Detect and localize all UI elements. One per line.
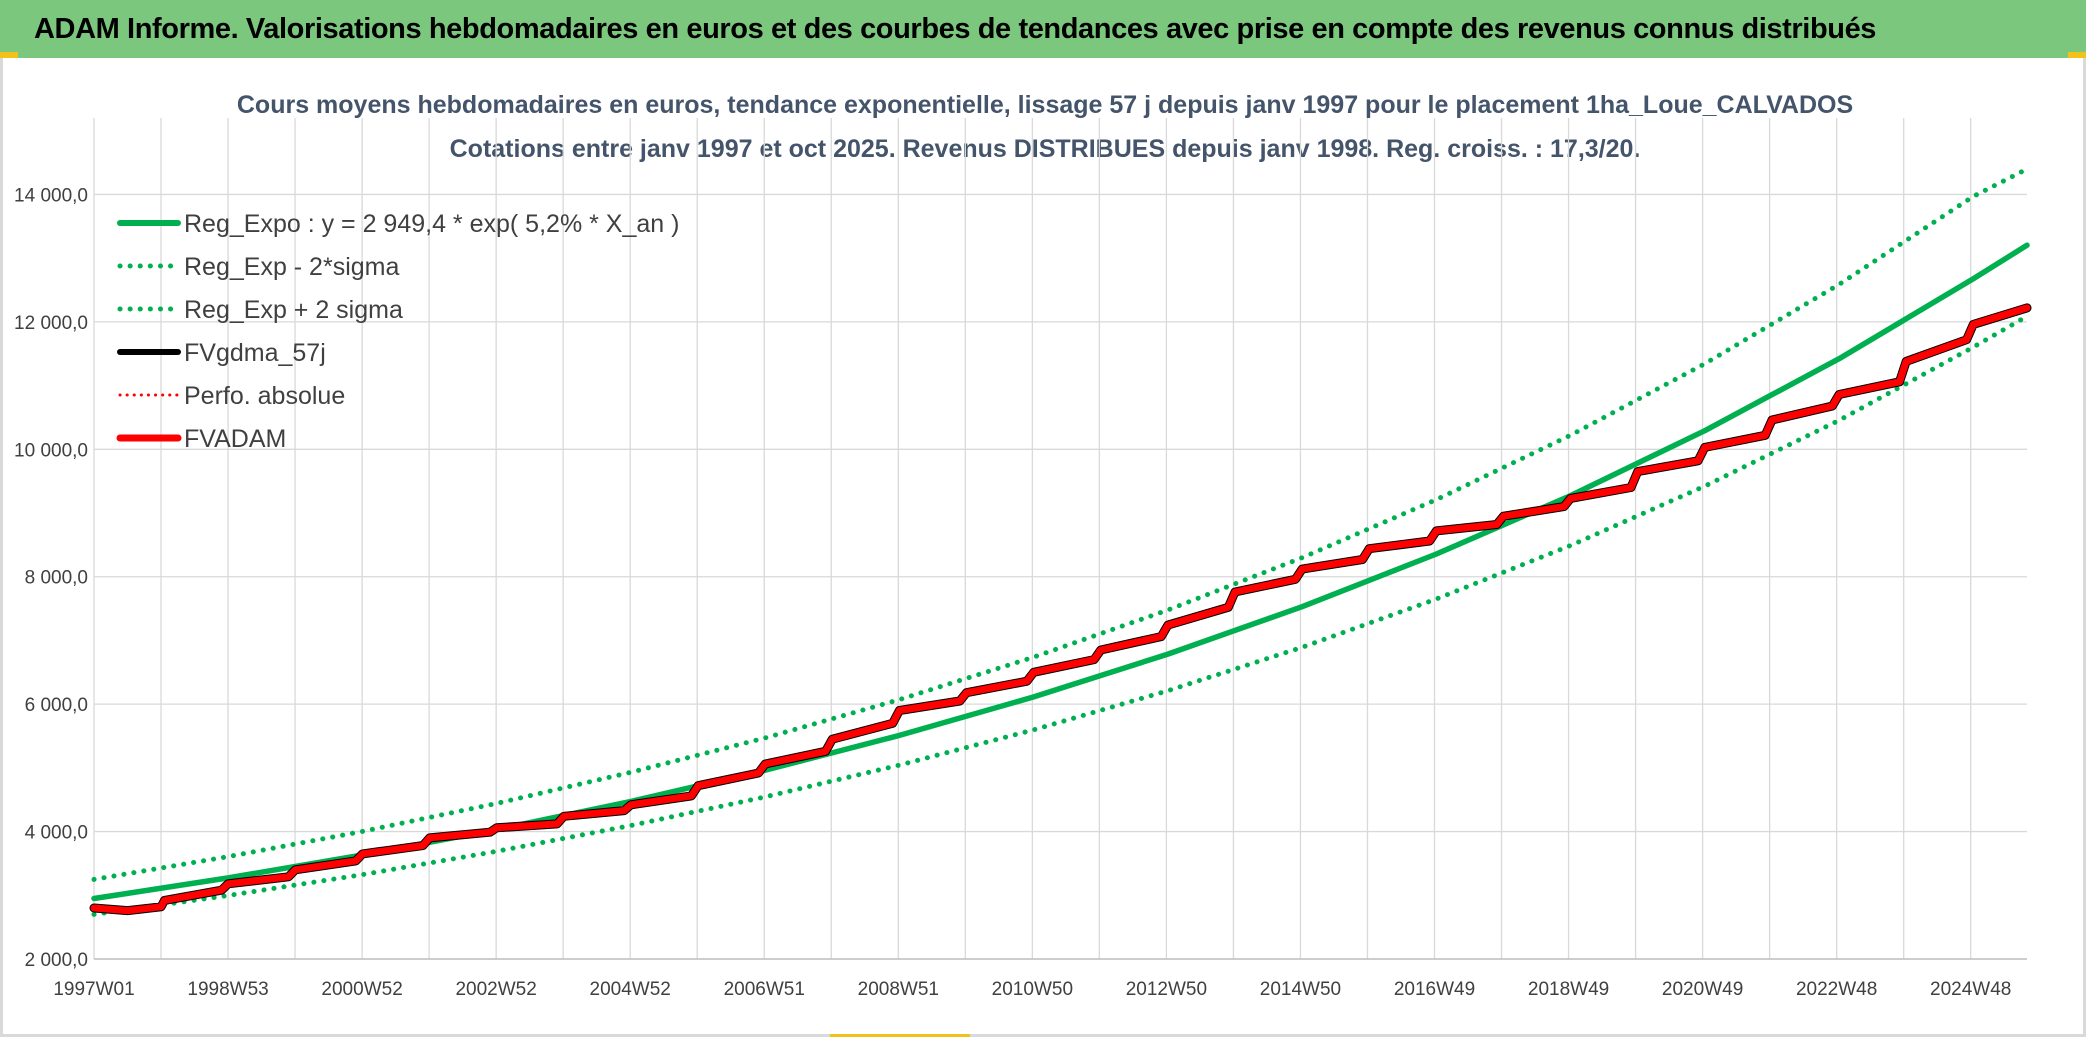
chart-frame xyxy=(0,58,2086,1037)
grid xyxy=(93,118,2027,960)
legend: Reg_Expo : y = 2 949,4 * exp( 5,2% * X_a… xyxy=(116,210,679,453)
x-tick-label: 2010W50 xyxy=(992,979,1073,1000)
y-tick-label: 4 000,0 xyxy=(25,823,88,844)
legend-label: FVgdma_57j xyxy=(184,339,326,367)
x-tick-label: 2008W51 xyxy=(858,979,939,1000)
y-tick-label: 8 000,0 xyxy=(25,568,88,589)
x-tick-label: 2004W52 xyxy=(590,979,671,1000)
x-tick-label: 2000W52 xyxy=(321,979,402,1000)
x-tick-label: 2022W48 xyxy=(1796,979,1877,1000)
legend-label: Perfo. absolue xyxy=(184,382,345,410)
legend-label: Reg_Exp + 2 sigma xyxy=(184,296,403,324)
y-tick-label: 2 000,0 xyxy=(25,950,88,971)
legend-label: FVADAM xyxy=(184,425,286,453)
chart-title: Cours moyens hebdomadaires en euros, ten… xyxy=(237,91,1853,119)
bottom-accent xyxy=(830,1034,970,1037)
x-tick-label: 2020W49 xyxy=(1662,979,1743,1000)
legend-label: Reg_Exp - 2*sigma xyxy=(184,253,399,281)
plot-area xyxy=(89,166,2032,917)
header-banner: ADAM Informe. Valorisations hebdomadaire… xyxy=(0,0,2086,58)
y-axis: 2 000,0 4 000,0 6 000,0 8 000,0 10 000,0 12 0… xyxy=(14,185,88,971)
x-tick-label: 2014W50 xyxy=(1260,979,1341,1000)
y-tick-label: 10 000,0 xyxy=(14,440,88,461)
series-line xyxy=(92,306,2029,913)
corner-accent-right xyxy=(2068,52,2086,58)
series-line xyxy=(91,313,2030,917)
y-tick-label: 14 000,0 xyxy=(14,185,88,206)
x-tick-label: 1997W01 xyxy=(53,979,134,1000)
series-line xyxy=(90,304,2031,915)
x-axis: 1997W01 1998W53 2000W52 2002W52 2004W52 2006W… xyxy=(53,979,2011,1000)
x-tick-label: 2016W49 xyxy=(1394,979,1475,1000)
y-tick-label: 6 000,0 xyxy=(25,695,88,716)
x-tick-label: 1998W53 xyxy=(187,979,268,1000)
report-title: ADAM Informe. Valorisations hebdomadaire… xyxy=(34,12,1877,45)
x-tick-label: 2002W52 xyxy=(455,979,536,1000)
x-tick-label: 2012W50 xyxy=(1126,979,1207,1000)
x-tick-label: 2024W48 xyxy=(1930,979,2011,1000)
legend-label: Reg_Expo : y = 2 949,4 * exp( 5,2% * X_a… xyxy=(184,210,679,238)
y-tick-label: 12 000,0 xyxy=(14,313,88,334)
corner-accent-left xyxy=(0,52,18,58)
chart-subtitle: Cotations entre janv 1997 et oct 2025. R… xyxy=(450,135,1641,163)
x-tick-label: 2006W51 xyxy=(724,979,805,1000)
series-line xyxy=(91,166,2030,882)
series-line xyxy=(89,303,2032,916)
x-tick-label: 2018W49 xyxy=(1528,979,1609,1000)
